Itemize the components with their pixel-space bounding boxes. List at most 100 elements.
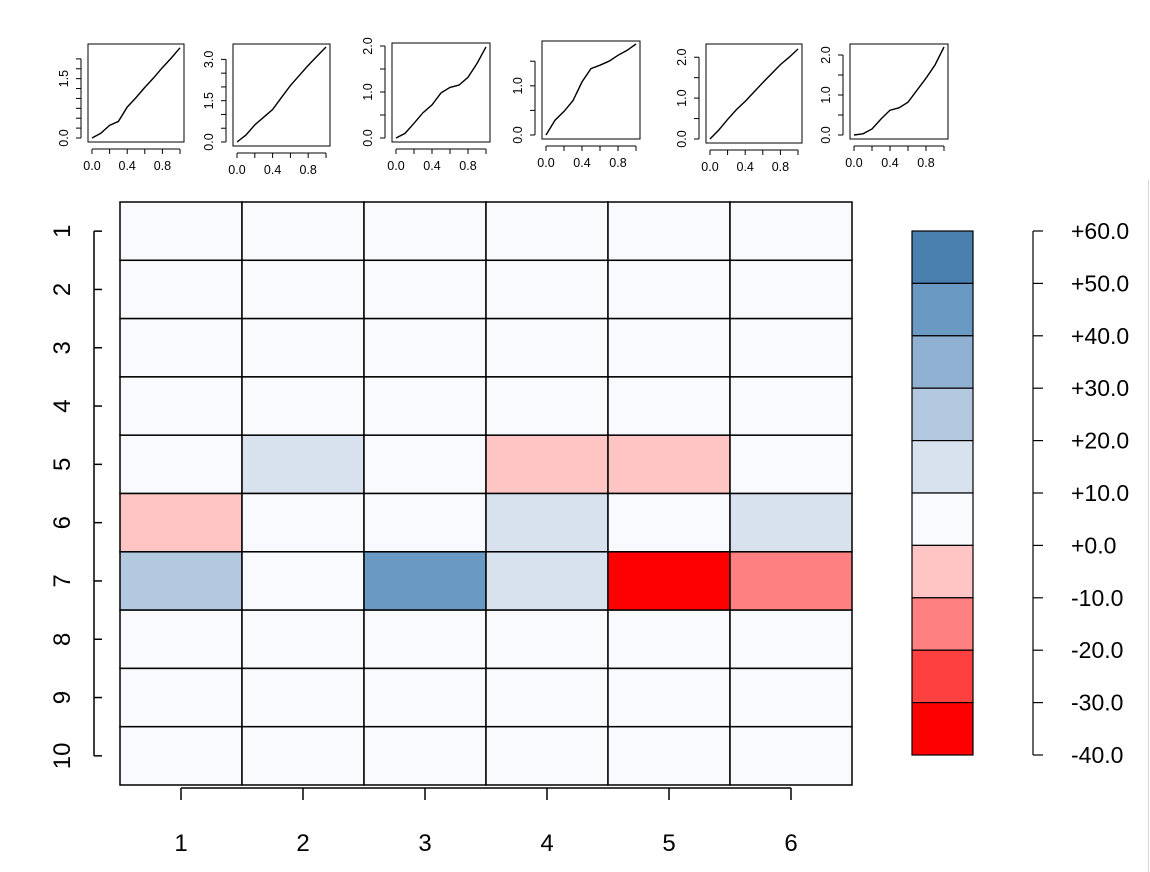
heatmap-cell [729,201,853,262]
mini-y-tick-label: 2.0 [819,46,833,63]
legend-swatch [911,335,974,389]
heatmap-cell [607,609,731,670]
heatmap-cell [119,376,243,436]
mini-y-tick-label: 0.0 [675,130,689,147]
legend-swatch [911,701,974,756]
mini-plot-5: 0.0 0.4 0.8 0.0 1.0 2.0 [675,43,803,174]
heatmap-cell [485,259,609,320]
heatmap-row-label: 4 [49,399,76,412]
heatmap-cell [363,434,487,495]
heatmap-cell [241,551,365,611]
heatmap-cell [119,609,243,670]
mini-x-tick-label: 0.0 [845,156,862,170]
heatmap-cell [485,609,609,670]
mini-y-tick-label: 2.0 [361,37,375,54]
heatmap-cell [729,609,853,670]
mini-x-tick-label: 0.0 [537,156,554,170]
mini-x-tick-label: 0.4 [881,156,898,170]
legend-swatch [911,492,974,547]
heatmap-cell [729,667,853,728]
mini-y-tick-label: 1.0 [361,83,375,100]
mini-y-tick-label: 2.0 [675,48,689,65]
mini-y-tick-label: 3.0 [202,51,216,68]
heatmap-cell [119,201,243,262]
heatmap-cell [119,492,243,553]
mini-x-tick-label: 0.0 [228,163,245,177]
heatmap-cell [729,434,853,495]
heatmap-cell [363,259,487,320]
heatmap-cell [363,725,487,786]
mini-plot-line [91,47,181,139]
mini-x-tick-label: 0.8 [772,160,789,174]
mini-x-tick-label: 0.4 [573,156,590,170]
heatmap-row-label: 5 [49,458,76,471]
heatmap-cell [241,667,365,728]
heatmap-row-label: 1 [49,224,76,237]
heatmap-cell [241,201,365,262]
mini-plot-frame [541,40,641,140]
heatmap-cell [363,492,487,553]
heatmap-cell [485,376,609,436]
mini-y-tick-label: 1.5 [57,70,71,87]
heatmap-row-label: 7 [49,574,76,587]
heatmap-cell [607,725,731,786]
mini-x-tick-label: 0.4 [264,163,281,177]
heatmap-cell [119,551,243,611]
heatmap-row-label: 9 [49,691,76,704]
mini-y-tick-label: 1.5 [202,92,216,109]
heatmap-row-label: 6 [49,516,76,529]
heatmap-cell [729,492,853,553]
mini-plot-4: 0.0 0.4 0.8 0.0 1.0 [511,40,641,170]
heatmap-cell [607,201,731,262]
mini-y-tick-label: 1.0 [675,89,689,106]
heatmap-row-label: 8 [49,633,76,646]
heatmap-row-label: 2 [49,283,76,296]
heatmap-cell [485,725,609,786]
heatmap-cell [485,492,609,553]
heatmap-cell [119,259,243,320]
mini-x-tick-label: 0.0 [83,159,100,173]
heatmap-cell [485,201,609,262]
mini-y-tick-label: 0.0 [361,129,375,146]
mini-plots: 0.0 0.4 0.8 0.0 1.5 0.0 0.4 0.8 0.0 1.5 3.0 0.0 0.4 0… [57,37,949,177]
mini-plot-line [709,48,799,140]
legend-label: -20.0 [1071,637,1123,663]
heatmap-cell [729,259,853,320]
heatmap-cell [485,317,609,378]
mini-x-tick-label: 0.0 [701,160,718,174]
heatmap-cell [363,201,487,262]
heatmap-cell [729,317,853,378]
heatmap-row-label: 3 [49,341,76,354]
heatmap-cell [363,317,487,378]
legend-swatch [911,387,974,442]
heatmap-cell [363,609,487,670]
mini-plot-line [853,46,945,136]
mini-plot-frame [232,43,331,147]
heatmap-col-label: 5 [662,830,675,857]
mini-y-tick-label: 0.0 [57,129,71,146]
mini-x-tick-label: 0.4 [119,159,136,173]
mini-x-tick-label: 0.8 [459,159,476,173]
heatmap-cell [607,317,731,378]
legend-swatch [911,230,974,285]
mini-x-tick-label: 0.8 [300,163,317,177]
legend-label: +40.0 [1071,323,1129,349]
mini-y-tick-label: 1.0 [511,77,525,94]
heatmap-cell [607,667,731,728]
heatmap-cell [119,667,243,728]
heatmap-cell [119,317,243,378]
heatmap-col-label: 2 [296,830,309,857]
mini-plot-6: 0.0 0.4 0.8 0.0 1.0 2.0 [819,43,949,170]
heatmap-row-label: 10 [49,742,76,769]
heatmap-cell [485,434,609,495]
heatmap-col-label: 4 [540,830,553,857]
mini-plot-3: 0.0 0.4 0.8 0.0 1.0 2.0 [361,37,491,173]
mini-plot-line [395,46,487,139]
heatmap-cell [241,492,365,553]
mini-y-tick-label: 0.0 [511,126,525,143]
legend-swatch [911,282,974,337]
heatmap-cell [241,725,365,786]
mini-y-tick-label: 0.0 [819,126,833,143]
heatmap-cell [607,551,731,611]
legend-label: +10.0 [1071,480,1129,506]
